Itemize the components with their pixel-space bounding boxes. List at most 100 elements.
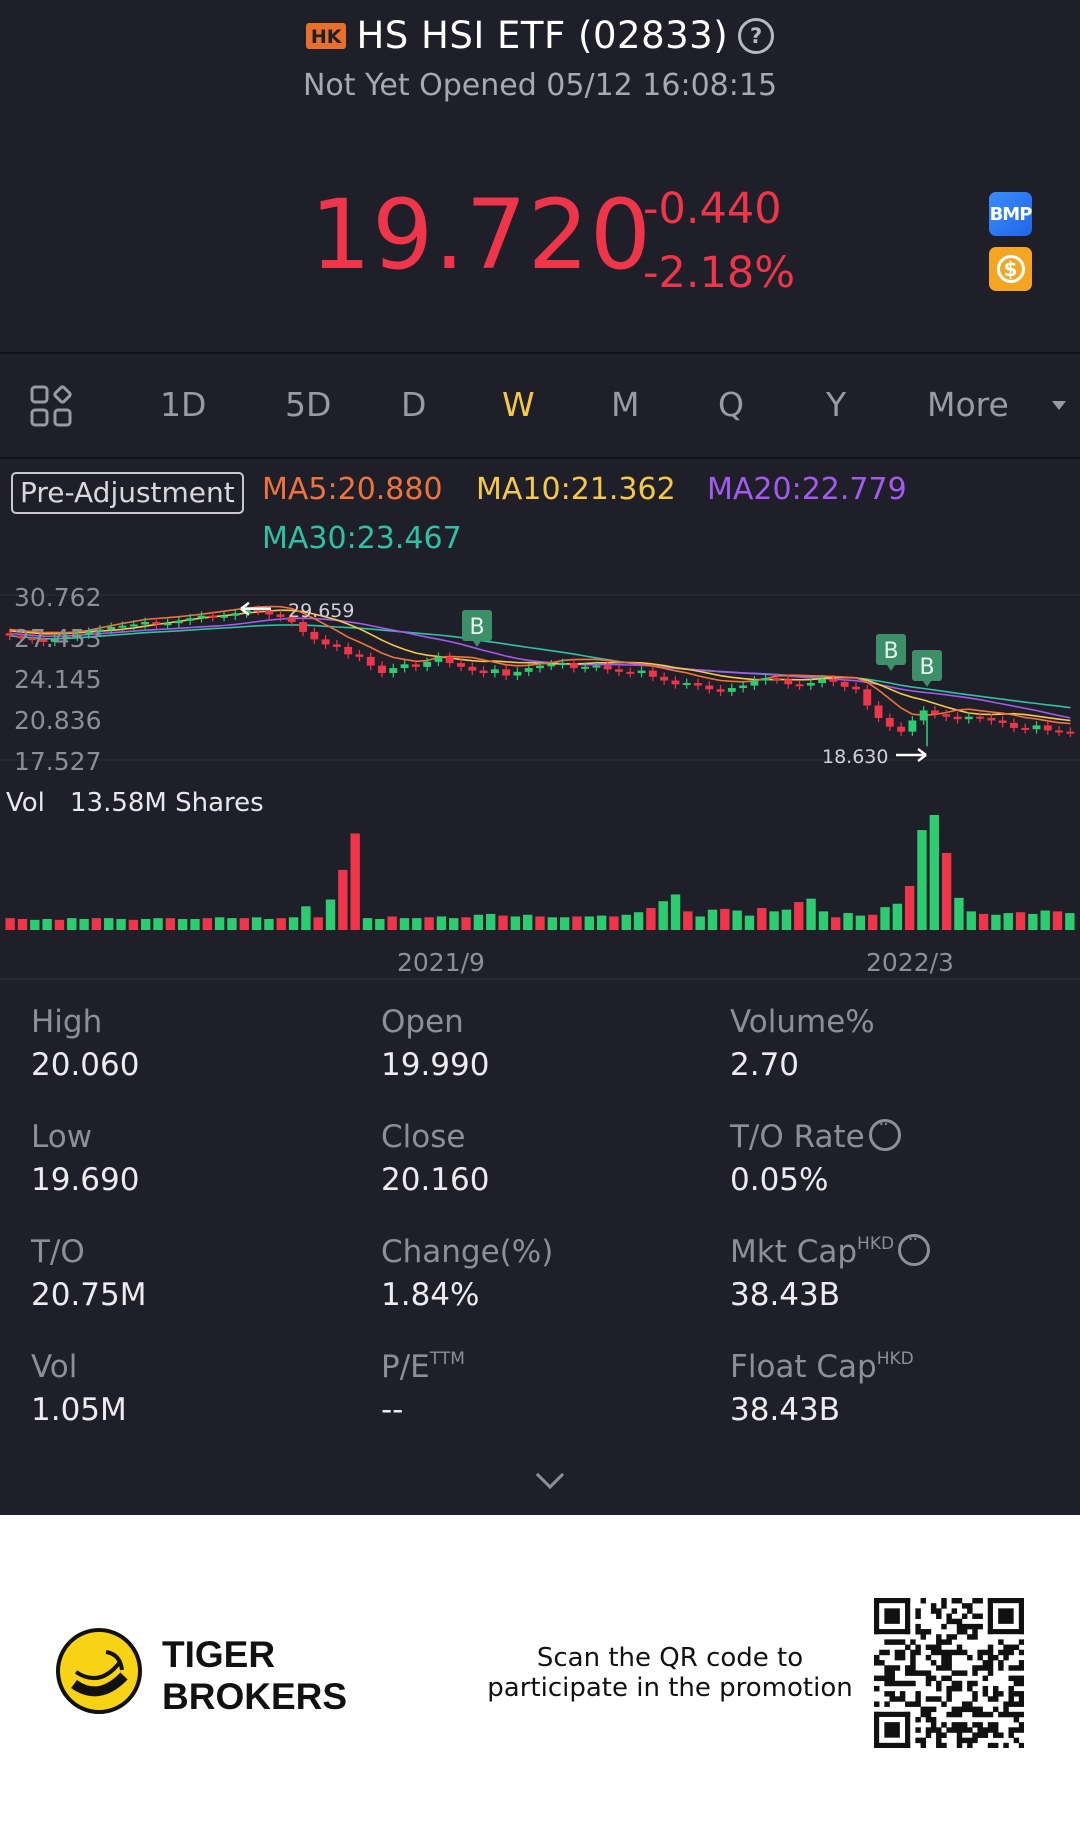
candle-body <box>648 670 657 677</box>
qr-module <box>905 1701 911 1707</box>
volume-bar <box>1003 913 1013 930</box>
qr-module <box>920 1737 927 1744</box>
volume-bar <box>744 915 755 930</box>
quote-screen: HK HS HSI ETF (02833) ? Not Yet Opened 0… <box>0 0 1080 1515</box>
qr-module <box>1013 1727 1020 1733</box>
volume-bar <box>227 918 237 930</box>
candle-body <box>400 664 409 669</box>
qr-module <box>956 1629 963 1635</box>
qr-module <box>977 1706 983 1713</box>
tab-q[interactable]: Q <box>718 385 744 424</box>
qr-module <box>899 1649 906 1656</box>
volume-bar <box>177 918 188 930</box>
ma30-line <box>9 624 1071 709</box>
qr-module <box>910 1660 916 1666</box>
qr-module <box>915 1644 921 1651</box>
qr-module <box>987 1660 994 1666</box>
help-icon[interactable]: ? <box>738 17 775 54</box>
volume-value: 13.58M Shares <box>70 788 264 818</box>
tab-1d[interactable]: 1D <box>160 385 207 424</box>
candle-body <box>694 683 702 686</box>
qr-module <box>874 1675 880 1682</box>
info-icon[interactable] <box>868 1114 901 1151</box>
qr-code[interactable] <box>874 1598 1024 1748</box>
qr-module <box>982 1727 989 1733</box>
candle-body <box>603 665 612 670</box>
qr-module <box>972 1696 978 1702</box>
candle-body <box>671 680 680 685</box>
qr-module <box>1013 1675 1020 1682</box>
volume-bar <box>547 917 558 930</box>
qr-module <box>1018 1711 1024 1718</box>
tab-d[interactable]: D <box>401 385 427 424</box>
qr-module <box>884 1675 890 1682</box>
qr-module <box>956 1722 963 1728</box>
qr-module <box>956 1649 963 1656</box>
volume-bar <box>621 914 631 930</box>
volume-bar <box>338 869 348 930</box>
stat-value-high: 20.060 <box>31 1047 140 1083</box>
qr-module <box>925 1716 932 1723</box>
expand-chevron-icon[interactable] <box>535 1460 565 1490</box>
qr-module <box>925 1711 932 1718</box>
qr-module <box>961 1727 968 1733</box>
chevron-down-icon[interactable] <box>1052 401 1066 410</box>
pre-adjustment-toggle[interactable]: Pre-Adjustment <box>11 472 244 514</box>
bmp-icon[interactable]: BMP <box>989 192 1032 236</box>
volume-bar <box>658 901 668 930</box>
qr-module <box>941 1701 947 1707</box>
buy-marker-pointer <box>923 681 931 687</box>
qr-module <box>967 1603 973 1609</box>
qr-module <box>967 1654 973 1661</box>
y-axis-label: 17.527 <box>14 747 102 776</box>
volume-bar <box>633 912 644 930</box>
volume-bar <box>141 918 151 930</box>
qr-module <box>874 1701 880 1707</box>
candle-body <box>569 663 578 669</box>
qr-module <box>967 1742 973 1748</box>
candle-body <box>129 624 138 627</box>
qr-module <box>930 1722 937 1728</box>
volume-label: Vol <box>6 788 45 818</box>
qr-module <box>930 1644 937 1651</box>
qr-module <box>930 1608 937 1614</box>
qr-module <box>951 1634 958 1640</box>
volume-bar <box>806 898 816 930</box>
tab-5d[interactable]: 5D <box>285 385 332 424</box>
qr-module <box>874 1654 880 1661</box>
qr-finder <box>987 1629 1024 1635</box>
qr-module <box>915 1691 921 1697</box>
qr-module <box>987 1696 994 1702</box>
layout-grid-icon[interactable] <box>30 385 72 427</box>
qr-module <box>915 1623 921 1630</box>
currency-superscript: HKD <box>876 1349 914 1369</box>
candle-body <box>739 685 748 689</box>
candle-body <box>457 663 465 667</box>
qr-module <box>998 1660 1004 1666</box>
qr-module <box>998 1639 1004 1645</box>
candle-body <box>761 678 770 681</box>
tab-m[interactable]: M <box>611 385 640 424</box>
qr-module <box>920 1629 927 1635</box>
qr-module <box>972 1680 978 1687</box>
dollar-icon[interactable]: $ <box>989 247 1032 291</box>
qr-module <box>936 1727 942 1733</box>
candle-body <box>964 716 973 720</box>
ma5-value: MA5:20.880 <box>262 472 443 507</box>
qr-module <box>992 1727 999 1733</box>
qr-module <box>920 1634 927 1640</box>
qr-module <box>889 1670 895 1676</box>
qr-module <box>956 1742 963 1748</box>
qr-module <box>925 1629 932 1635</box>
qr-module <box>936 1696 942 1702</box>
info-icon[interactable] <box>898 1229 931 1266</box>
qr-module <box>956 1737 963 1744</box>
bmp-icon-label: BMP <box>989 203 1033 225</box>
qr-module <box>961 1613 968 1619</box>
tab-more[interactable]: More <box>927 385 1009 424</box>
tab-y[interactable]: Y <box>826 385 847 424</box>
stat-value-close: 20.160 <box>381 1162 490 1198</box>
qr-module <box>987 1727 994 1733</box>
tab-w[interactable]: W <box>502 385 535 424</box>
